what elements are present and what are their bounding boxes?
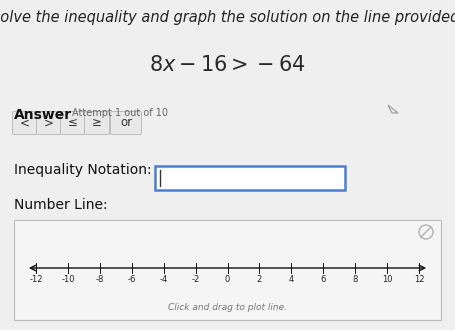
Text: or: or <box>120 116 132 129</box>
Text: 6: 6 <box>321 275 326 284</box>
Text: 0: 0 <box>225 275 230 284</box>
Text: 10: 10 <box>382 275 392 284</box>
Text: Click and drag to plot line.: Click and drag to plot line. <box>168 303 287 312</box>
Text: 12: 12 <box>414 275 424 284</box>
Text: -8: -8 <box>96 275 104 284</box>
FancyBboxPatch shape <box>12 112 37 135</box>
Text: Number Line:: Number Line: <box>14 198 108 212</box>
Text: Inequality Notation:: Inequality Notation: <box>14 163 152 177</box>
FancyBboxPatch shape <box>61 112 86 135</box>
Text: $8x-16>-64$: $8x-16>-64$ <box>149 55 306 75</box>
Text: 8: 8 <box>353 275 358 284</box>
Text: -12: -12 <box>29 275 43 284</box>
Text: ≥: ≥ <box>92 116 102 129</box>
FancyBboxPatch shape <box>155 166 345 190</box>
FancyBboxPatch shape <box>14 220 441 320</box>
Text: <: < <box>20 116 30 129</box>
FancyBboxPatch shape <box>85 112 110 135</box>
FancyBboxPatch shape <box>111 112 142 135</box>
Text: -6: -6 <box>127 275 136 284</box>
Text: >: > <box>44 116 54 129</box>
Text: -2: -2 <box>192 275 200 284</box>
Text: Solve the inequality and graph the solution on the line provided.: Solve the inequality and graph the solut… <box>0 10 455 25</box>
Text: ≤: ≤ <box>68 116 78 129</box>
Text: -4: -4 <box>160 275 168 284</box>
Text: -10: -10 <box>61 275 75 284</box>
FancyBboxPatch shape <box>36 112 61 135</box>
Text: 2: 2 <box>257 275 262 284</box>
Text: Attempt 1 out of 10: Attempt 1 out of 10 <box>72 108 168 118</box>
Text: 4: 4 <box>289 275 294 284</box>
Text: Answer: Answer <box>14 108 72 122</box>
